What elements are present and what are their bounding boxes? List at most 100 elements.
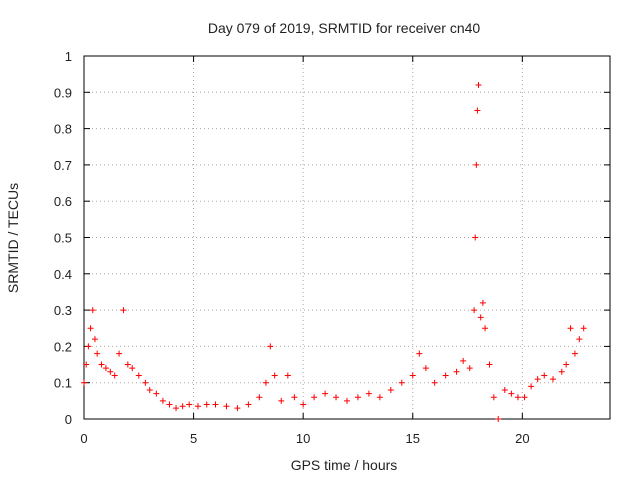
data-point — [291, 394, 298, 401]
data-point — [486, 361, 493, 368]
data-point — [111, 372, 118, 379]
data-point — [514, 394, 521, 401]
data-point — [300, 401, 307, 408]
data-point — [580, 325, 587, 332]
data-point — [91, 336, 98, 343]
data-point — [107, 368, 114, 375]
data-point — [94, 350, 101, 357]
data-point — [409, 372, 416, 379]
data-point — [365, 390, 372, 397]
data-point — [501, 386, 508, 393]
data-point — [479, 299, 486, 306]
data-point — [267, 343, 274, 350]
data-point — [284, 372, 291, 379]
y-axis-label: SRMTID / TECUs — [5, 183, 21, 293]
data-point — [135, 372, 142, 379]
data-point — [83, 361, 90, 368]
data-point — [495, 416, 502, 422]
data-point — [256, 394, 263, 401]
data-point — [460, 357, 467, 364]
data-point — [431, 379, 438, 386]
data-point — [442, 372, 449, 379]
y-tick-label: 0.2 — [54, 339, 72, 354]
data-point — [146, 386, 153, 393]
x-tick-label: 20 — [515, 431, 529, 446]
data-point — [563, 361, 570, 368]
y-tick-label: 1 — [65, 49, 72, 64]
data-point — [124, 361, 131, 368]
data-point — [81, 379, 87, 386]
grid — [84, 56, 610, 419]
data-point — [153, 390, 160, 397]
data-point — [311, 394, 318, 401]
y-tick-label: 0.1 — [54, 376, 72, 391]
data-point — [223, 403, 230, 410]
y-tick-label: 0.9 — [54, 85, 72, 100]
data-point — [234, 405, 241, 412]
data-point — [387, 386, 394, 393]
data-point — [142, 379, 149, 386]
x-tick-label: 0 — [80, 431, 87, 446]
data-point — [571, 350, 578, 357]
y-tick-label: 0.7 — [54, 158, 72, 173]
data-point — [278, 397, 285, 404]
data-point — [508, 390, 515, 397]
x-tick-label: 10 — [296, 431, 310, 446]
data-point — [98, 361, 105, 368]
data-point — [354, 394, 361, 401]
data-point — [344, 397, 350, 404]
data-point — [333, 394, 340, 401]
data-point — [116, 350, 123, 357]
data-point — [212, 401, 219, 408]
data-point — [271, 372, 278, 379]
data-point — [203, 401, 210, 408]
data-point — [322, 390, 329, 397]
y-tick-label: 0.8 — [54, 122, 72, 137]
data-point — [475, 82, 482, 89]
data-point — [474, 107, 481, 114]
data-point — [472, 234, 479, 241]
data-point — [87, 325, 94, 332]
x-tick-label: 5 — [190, 431, 197, 446]
data-point — [129, 365, 136, 372]
data-point — [528, 383, 535, 390]
data-point — [194, 403, 201, 410]
data-point — [89, 307, 96, 314]
data-point — [416, 350, 423, 357]
data-point — [179, 403, 186, 410]
y-tick-label: 0.5 — [54, 231, 72, 246]
y-tick-label: 0 — [65, 412, 72, 427]
x-tick-label: 15 — [406, 431, 420, 446]
data-point — [558, 368, 565, 375]
chart-title: Day 079 of 2019, SRMTID for receiver cn4… — [208, 20, 481, 36]
y-tick-labels: 0 0.1 0.2 0.3 0.4 0.5 0.6 0.7 0.8 0.9 1 — [54, 49, 72, 427]
plot-area — [83, 55, 611, 420]
data-points — [81, 82, 587, 422]
data-point — [473, 161, 480, 168]
x-tick-labels: 0 5 10 15 20 — [80, 431, 529, 446]
data-point — [534, 376, 541, 383]
data-point — [550, 376, 557, 383]
data-point — [576, 336, 583, 343]
data-point — [482, 325, 489, 332]
data-point — [453, 368, 460, 375]
data-point — [521, 394, 528, 401]
y-tick-label: 0.6 — [54, 194, 72, 209]
data-point — [466, 365, 473, 372]
data-point — [186, 401, 193, 408]
data-point — [102, 365, 109, 372]
data-point — [477, 314, 484, 321]
data-point — [376, 394, 383, 401]
data-point — [173, 405, 180, 412]
data-point — [85, 343, 92, 350]
data-point — [245, 401, 252, 408]
data-point — [567, 325, 574, 332]
y-tick-label: 0.4 — [54, 267, 72, 282]
data-point — [541, 372, 548, 379]
y-tick-label: 0.3 — [54, 303, 72, 318]
data-point — [120, 307, 127, 314]
data-point — [422, 365, 429, 372]
x-axis-label: GPS time / hours — [291, 457, 398, 473]
data-point — [490, 394, 497, 401]
